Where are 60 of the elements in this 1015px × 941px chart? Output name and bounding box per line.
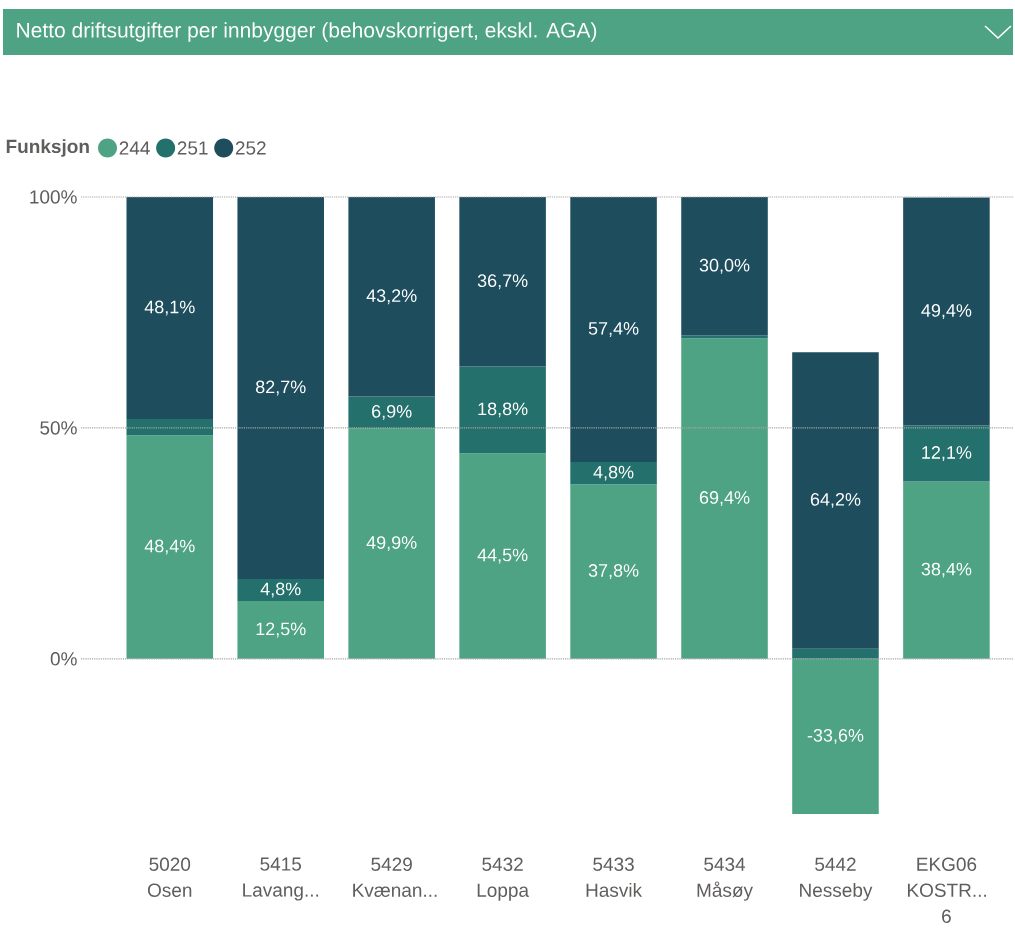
bar [903, 481, 990, 659]
bar [792, 658, 879, 814]
legend-label: 251 [177, 141, 208, 155]
x-tick-label: 5415 Lavang... [243, 857, 319, 901]
x-tick-label: 5429 Kvænan... [353, 857, 437, 897]
bar [459, 366, 546, 454]
legend-label: 252 [235, 141, 266, 155]
data-label: 4,8% [260, 582, 301, 598]
legend-label: 244 [119, 141, 150, 155]
data-label: -33,6% [807, 728, 864, 744]
data-label: 49,9% [366, 536, 417, 552]
bar [459, 453, 546, 659]
bar [459, 196, 546, 367]
x-tick-label: EKG06 KOSTR... 6 [907, 857, 986, 923]
bar [570, 462, 657, 485]
data-label: 37,8% [588, 564, 639, 579]
bar [570, 196, 657, 463]
x-tick-label: 5433 Hasvik [586, 857, 643, 897]
bar [792, 648, 879, 659]
bar [792, 352, 879, 649]
bar [348, 196, 435, 397]
data-label: 6,9% [372, 404, 412, 420]
y-tick-label: 50% [40, 421, 77, 435]
data-label: 30,0% [699, 258, 750, 274]
x-tick-label: 5432 Loppa [477, 857, 530, 901]
data-label: 12,1% [922, 446, 972, 461]
data-label: 48,1% [144, 300, 195, 316]
bar [126, 196, 214, 420]
legend-title: Funksjon [6, 139, 89, 157]
bar [348, 428, 435, 659]
x-tick-label: 5442 Nesseby [800, 857, 873, 901]
bar [903, 197, 990, 426]
bar [126, 419, 214, 436]
bar [348, 396, 435, 429]
data-label: 36,7% [477, 274, 528, 290]
data-label: 18,8% [478, 402, 528, 418]
bar [126, 435, 214, 659]
chart-title: Netto driftsutgifter per innbygger (behovskorrigert, ekskl. AGA) [17, 22, 597, 42]
data-label: 38,4% [921, 562, 972, 578]
data-label: 43,2% [366, 289, 417, 305]
bar [681, 338, 768, 659]
data-label: 4,8% [593, 465, 634, 481]
bar [237, 196, 324, 579]
data-label: 57,4% [588, 322, 639, 337]
data-label: 49,4% [921, 304, 972, 319]
bar [237, 578, 324, 602]
data-label: 12,5% [256, 622, 306, 638]
data-label: 64,2% [810, 492, 861, 508]
y-tick-label: 100% [30, 190, 77, 204]
data-label: 82,7% [255, 380, 306, 396]
bar [570, 484, 657, 659]
x-tick-label: 5020 Osen [147, 857, 192, 897]
data-label: 69,4% [699, 491, 750, 506]
x-tick-label: 5434 Måsøy [697, 857, 753, 901]
y-tick-label: 0% [50, 652, 77, 666]
data-label: 44,5% [477, 548, 528, 564]
bar [903, 425, 990, 482]
bar [237, 601, 324, 659]
bar [681, 196, 768, 336]
data-label: 48,4% [144, 539, 195, 555]
